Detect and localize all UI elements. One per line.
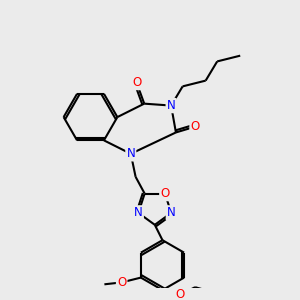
Text: N: N (167, 206, 176, 219)
Text: O: O (160, 187, 170, 200)
Text: O: O (190, 120, 200, 133)
Text: O: O (132, 76, 141, 89)
Text: N: N (126, 147, 135, 160)
Text: N: N (167, 99, 176, 112)
Text: O: O (117, 276, 126, 289)
Text: N: N (134, 206, 143, 219)
Text: O: O (175, 288, 184, 300)
